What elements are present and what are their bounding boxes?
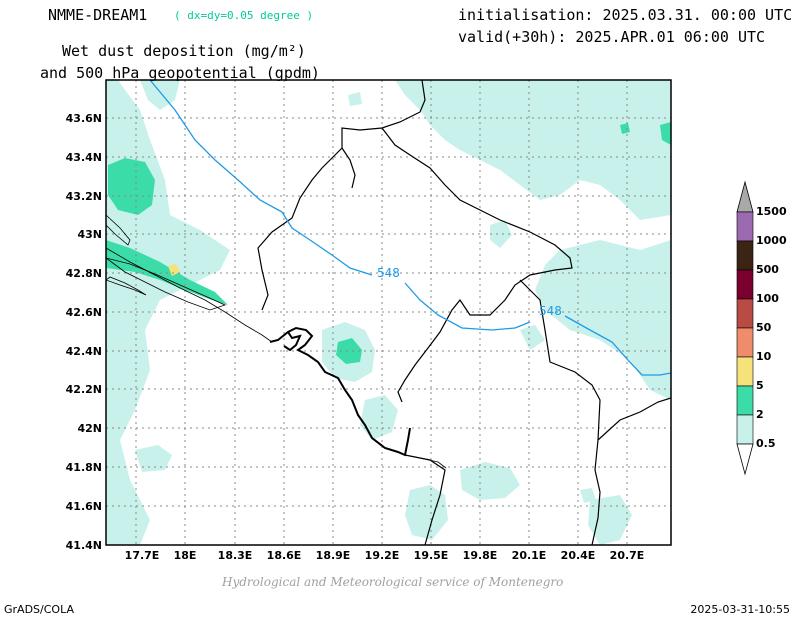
geopotential-contour: [149, 80, 671, 376]
coastline-albania: [404, 454, 447, 469]
light-patch-small-3: [520, 325, 545, 350]
light-patch-small-2: [348, 92, 362, 106]
lat-label: 41.6N: [65, 500, 102, 513]
lon-label: 18.3E: [217, 549, 253, 562]
lon-label: 20.1E: [511, 549, 547, 562]
legend-swatch-1000-1500: [736, 211, 754, 242]
legend-swatch-2-5: [736, 385, 754, 416]
legend-top-arrow: [736, 180, 754, 213]
light-patch-top-left: [140, 80, 180, 110]
legend-label: 50: [756, 321, 772, 334]
legend-label: 10: [756, 350, 772, 363]
green-patch-northeast: [660, 122, 671, 145]
valid-time: valid(+30h): 2025.APR.01 06:00 UTC: [458, 28, 766, 46]
green-patch-northwest: [108, 158, 155, 215]
coastline-montenegro: [269, 326, 411, 457]
lat-label: 41.4N: [65, 539, 102, 552]
light-patch-top-right: [395, 80, 671, 220]
contour-548-line: [149, 80, 671, 376]
lon-label: 18.6E: [266, 549, 302, 562]
lat-label: 43.4N: [65, 151, 102, 164]
lat-label: 42.6N: [65, 306, 102, 319]
light-patch-bottom-2: [405, 485, 448, 540]
lat-label: 42.2N: [65, 383, 102, 396]
borders: [106, 80, 671, 545]
map-frame: [105, 79, 672, 546]
generated-timestamp: 2025-03-31-10:55: [690, 603, 790, 616]
legend-swatch-0.5-2: [736, 414, 754, 445]
legend-swatch-10-50: [736, 327, 754, 358]
island-1: [106, 257, 227, 311]
lat-label: 42.4N: [65, 345, 102, 358]
bay-of-kotor: [283, 331, 302, 352]
legend-bottom-arrow: [736, 443, 754, 476]
initialisation-time: initialisation: 2025.03.31. 00:00 UTC: [458, 6, 793, 24]
border-east-north: [381, 127, 573, 403]
model-title: NMME-DREAM1: [48, 6, 148, 24]
contour-label: 548: [539, 304, 562, 318]
light-patch-small-1: [490, 220, 512, 248]
green-patch-center: [336, 338, 362, 364]
legend-swatch-5-10: [736, 356, 754, 387]
legend-swatch-100-500: [736, 269, 754, 300]
lat-label: 43.6N: [65, 112, 102, 125]
border-inland-hook: [341, 147, 356, 189]
contour-label: 548: [377, 266, 400, 280]
yellow-patch: [168, 264, 180, 276]
light-patch-right: [535, 240, 671, 400]
legend-label: 100: [756, 292, 779, 305]
legend-label: 2: [756, 408, 764, 421]
lon-label: 20.7E: [609, 549, 645, 562]
lon-label: 20.4E: [560, 549, 596, 562]
light-patch-bottom-1: [460, 462, 520, 500]
coastline-croatia: [106, 247, 273, 343]
legend-label: 0.5: [756, 437, 776, 450]
lon-label: 19.2E: [364, 549, 400, 562]
variable-title-line1: Wet dust deposition (mg/m²): [62, 42, 306, 60]
credit-line: Hydrological and Meteorological service …: [222, 575, 564, 589]
variable-title-line2: and 500 hPa geopotential (gpdm): [40, 64, 320, 82]
island-3: [106, 214, 131, 246]
lon-label: 19.5E: [413, 549, 449, 562]
lat-label: 43N: [77, 228, 102, 241]
software-label: GrADS/COLA: [4, 603, 74, 616]
green-patch-northeast-2: [620, 123, 630, 134]
legend-swatch-500-1000: [736, 240, 754, 271]
legend-label: 500: [756, 263, 779, 276]
light-patch-bottom-right: [588, 495, 632, 545]
lon-label: 18E: [173, 549, 197, 562]
light-patch-center-2: [360, 395, 398, 440]
gridlines: [106, 80, 671, 545]
lat-label: 42N: [77, 422, 102, 435]
border-albania-east: [597, 397, 671, 441]
light-patch-small-4: [580, 488, 596, 503]
lon-label: 18.9E: [315, 549, 351, 562]
legend-swatch-50-100: [736, 298, 754, 329]
lon-label: 19.8E: [462, 549, 498, 562]
border-inland-north: [257, 80, 426, 311]
resolution-label: ( dx=dy=0.05 degree ): [174, 9, 314, 22]
lat-label: 42.8N: [65, 267, 102, 280]
legend-label: 1000: [756, 234, 787, 247]
lon-label: 17.7E: [124, 549, 160, 562]
legend-colorbar: [736, 180, 754, 476]
legend-label: 1500: [756, 205, 787, 218]
light-patch-bottom-left: [135, 445, 172, 472]
lat-label: 43.2N: [65, 190, 102, 203]
island-2: [106, 276, 147, 296]
lat-label: 41.8N: [65, 461, 102, 474]
legend-label: 5: [756, 379, 764, 392]
border-east-south: [519, 279, 601, 545]
